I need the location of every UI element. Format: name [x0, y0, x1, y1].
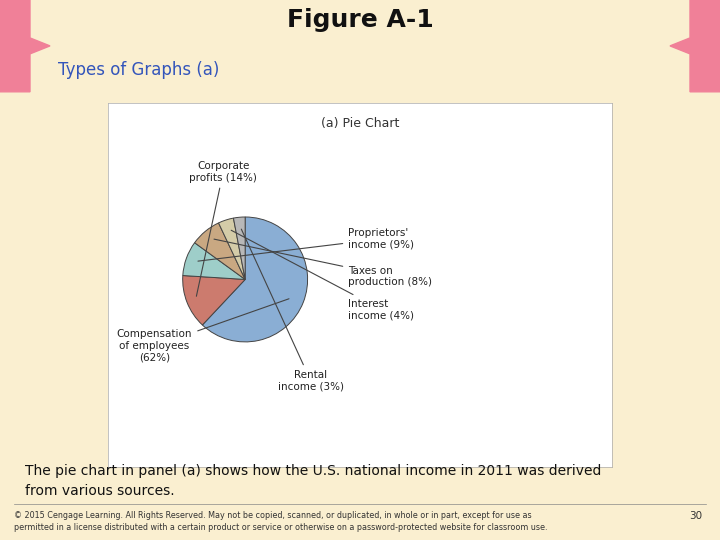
Text: 30: 30: [689, 511, 702, 521]
Wedge shape: [183, 243, 245, 280]
Text: Corporate
profits (14%): Corporate profits (14%): [189, 161, 257, 296]
Wedge shape: [183, 275, 245, 325]
Text: The pie chart in panel (a) shows how the U.S. national income in 2011 was derive: The pie chart in panel (a) shows how the…: [25, 463, 602, 498]
Polygon shape: [670, 0, 720, 92]
Text: Proprietors'
income (9%): Proprietors' income (9%): [198, 228, 414, 261]
Wedge shape: [219, 218, 245, 280]
Text: © 2015 Cengage Learning. All Rights Reserved. May not be copied, scanned, or dup: © 2015 Cengage Learning. All Rights Rese…: [14, 511, 548, 532]
Text: Figure A-1: Figure A-1: [287, 8, 433, 32]
Text: Compensation
of employees
(62%): Compensation of employees (62%): [117, 299, 289, 363]
Wedge shape: [194, 223, 245, 280]
Polygon shape: [0, 0, 50, 92]
Wedge shape: [202, 217, 307, 342]
Text: Taxes on
production (8%): Taxes on production (8%): [214, 239, 432, 287]
Wedge shape: [233, 217, 245, 280]
Text: Interest
income (4%): Interest income (4%): [231, 230, 414, 320]
Text: (a) Pie Chart: (a) Pie Chart: [321, 117, 399, 130]
Text: Rental
income (3%): Rental income (3%): [241, 229, 343, 392]
Text: Types of Graphs (a): Types of Graphs (a): [58, 61, 220, 79]
